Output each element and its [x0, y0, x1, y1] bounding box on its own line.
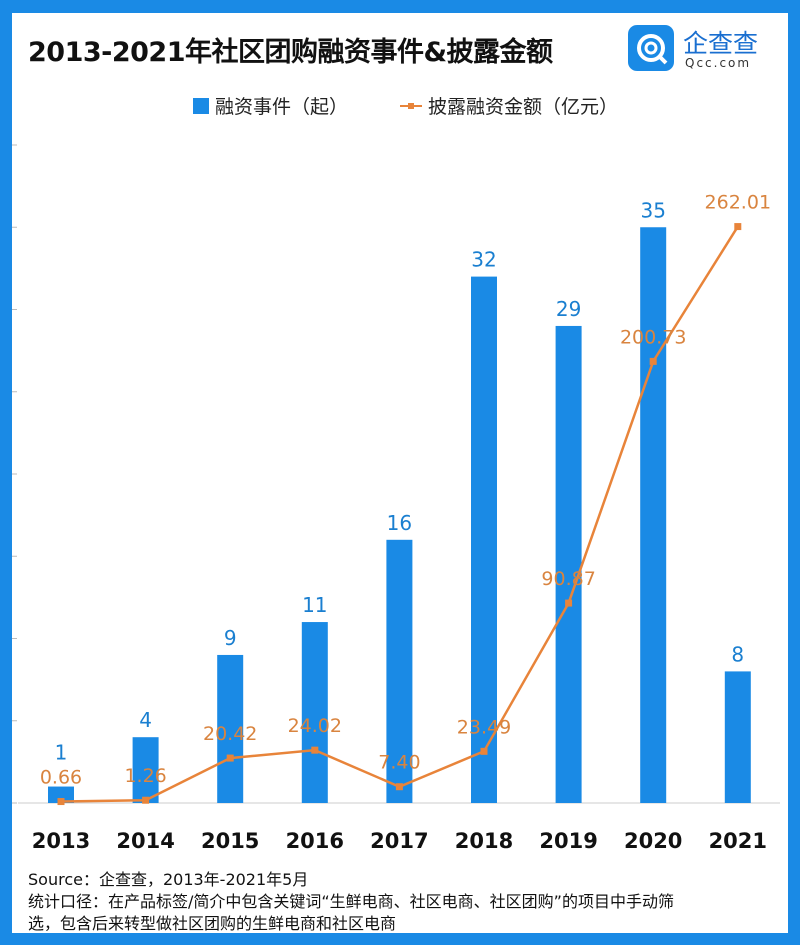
line-label-2015: 20.42: [203, 723, 257, 745]
bar-label-2016: 11: [302, 593, 327, 617]
logo-name: 企查查: [683, 29, 759, 58]
x-tick-2019: 2019: [539, 829, 597, 853]
line-point-2017: [395, 783, 403, 791]
x-tick-2017: 2017: [370, 829, 428, 853]
bar-label-2018: 32: [471, 248, 496, 272]
x-tick-2016: 2016: [286, 829, 344, 853]
qcc-logo-icon: [628, 25, 674, 71]
line-point-2018: [480, 747, 488, 755]
bar-2015: [217, 654, 244, 803]
line-label-2020: 200.73: [620, 326, 686, 348]
line-point-2021: [734, 223, 742, 231]
x-tick-2018: 2018: [455, 829, 513, 853]
bar-2014: [132, 737, 159, 803]
bar-label-2020: 35: [640, 198, 665, 222]
chart-title: 2013-2021年社区团购融资事件&披露金额: [28, 37, 553, 68]
bar-label-2021: 8: [731, 642, 744, 666]
legend-bar: 融资事件（起）: [193, 92, 348, 119]
bar-2020: [640, 227, 667, 803]
note-line-2: 选，包含后来转型做社区团购的生鲜电商和社区电商: [28, 914, 397, 933]
logo-sub: Qcc.com: [685, 56, 752, 70]
x-tick-2015: 2015: [201, 829, 259, 853]
legend-line-label: 披露融资金额（亿元）: [428, 96, 619, 118]
line-label-2018: 23.49: [457, 716, 511, 738]
line-label-2017: 7.40: [378, 752, 420, 774]
legend-bar-label: 融资事件（起）: [215, 96, 349, 118]
line-point-2019: [565, 599, 573, 607]
line-label-2013: 0.66: [40, 767, 82, 789]
line-label-2014: 1.26: [124, 765, 166, 787]
bar-2019: [555, 325, 582, 803]
bar-2017: [386, 539, 413, 803]
legend-line-swatch: [400, 102, 422, 109]
legend-line: 披露融资金额（亿元）: [400, 92, 618, 119]
line-label-2019: 90.87: [541, 568, 595, 590]
x-tick-2020: 2020: [624, 829, 682, 853]
line-point-2020: [649, 357, 657, 365]
bar-2013: [48, 786, 74, 803]
bar-2016: [301, 622, 328, 803]
bar-2018: [471, 276, 497, 804]
source-text: Source：企查查，2013年-2021年5月: [28, 870, 309, 889]
bar-label-2019: 29: [556, 297, 581, 321]
note-line-1: 统计口径：在产品标签/简介中包含关键词“生鲜电商、社区电商、社区团购”的项目中手…: [28, 892, 674, 911]
x-tick-2021: 2021: [709, 829, 767, 853]
bar-2021: [724, 671, 751, 803]
line-point-2015: [226, 754, 234, 762]
line-point-2016: [311, 746, 319, 754]
bar-label-2017: 16: [387, 511, 412, 535]
x-tick-2014: 2014: [116, 829, 174, 853]
line-point-2013: [57, 798, 65, 806]
x-tick-2013: 2013: [32, 829, 90, 853]
bar-label-2015: 9: [224, 626, 237, 650]
line-point-2014: [142, 796, 150, 804]
bar-label-2013: 1: [55, 741, 68, 765]
bar-label-2014: 4: [139, 708, 152, 732]
line-label-2021: 262.01: [705, 192, 771, 214]
line-label-2016: 24.02: [288, 715, 342, 737]
legend-bar-swatch: [193, 97, 209, 114]
